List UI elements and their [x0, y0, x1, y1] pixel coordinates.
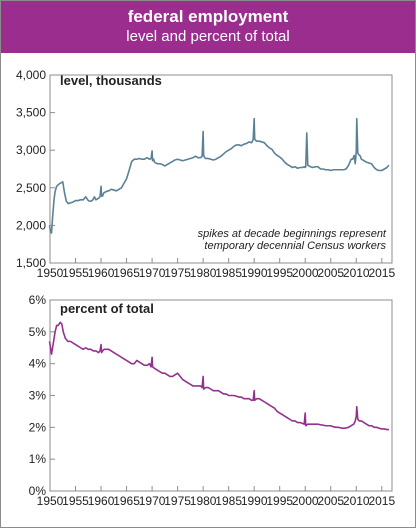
percent-xtick-label: 1955: [62, 494, 89, 508]
level-xtick-label: 2015: [368, 266, 395, 280]
level-chart-title: level, thousands: [60, 73, 162, 88]
level-plot-frame: [49, 74, 393, 264]
level-xtick-label: 1970: [139, 266, 166, 280]
level-ytick-label: 3,000: [16, 143, 46, 157]
level-ytick-label: 4,000: [16, 68, 46, 82]
level-ytick-label: 1,500: [16, 256, 46, 270]
level-xtick-label: 2010: [343, 266, 370, 280]
level-ytick-label: 2,500: [16, 181, 46, 195]
percent-plot-frame: [49, 299, 393, 492]
level-xtick-label: 1975: [164, 266, 191, 280]
percent-ytick-label: 6%: [29, 293, 47, 307]
percent-xtick-label: 1985: [215, 494, 242, 508]
percent-xtick-label: 1970: [139, 494, 166, 508]
percent-ytick-label: 4%: [29, 357, 47, 371]
percent-chart: 0%1%2%3%4%5%6% 1950195519601965197019751…: [29, 293, 396, 508]
percent-xtick-label: 1980: [190, 494, 217, 508]
percent-xtick-label: 1965: [113, 494, 140, 508]
percent-xtick-label: 1990: [241, 494, 268, 508]
level-xtick-label: 1965: [113, 266, 140, 280]
level-xtick-label: 1980: [190, 266, 217, 280]
percent-series-line: [48, 321, 389, 431]
percent-ytick-label: 1%: [29, 452, 47, 466]
level-ytick-label: 3,500: [16, 106, 46, 120]
percent-xtick-label: 1975: [164, 494, 191, 508]
header-title: federal employment: [127, 7, 289, 26]
level-series-line: [48, 117, 390, 234]
level-xtick-label: 1990: [241, 266, 268, 280]
level-ytick-label: 2,000: [16, 218, 46, 232]
percent-ytick-label: 0%: [29, 484, 47, 498]
level-xtick-label: 1960: [88, 266, 115, 280]
level-xtick-label: 1995: [266, 266, 293, 280]
percent-xtick-label: 2000: [292, 494, 319, 508]
percent-ytick-label: 2%: [29, 420, 47, 434]
level-xtick-label: 1955: [62, 266, 89, 280]
percent-xtick-label: 1995: [266, 494, 293, 508]
percent-xtick-label: 2010: [343, 494, 370, 508]
level-xtick-label: 1950: [37, 266, 64, 280]
annotation-line-1: spikes at decade beginnings represent: [198, 228, 387, 240]
annotation-line-2: temporary decennial Census workers: [204, 240, 386, 252]
percent-ytick-label: 3%: [29, 389, 47, 403]
header-banner: federal employment level and percent of …: [1, 1, 415, 53]
percent-xtick-label: 1950: [37, 494, 64, 508]
level-xtick-label: 1985: [215, 266, 242, 280]
percent-xtick-label: 2005: [317, 494, 344, 508]
level-xtick-label: 2000: [292, 266, 319, 280]
percent-ytick-label: 5%: [29, 325, 47, 339]
percent-xtick-label: 2015: [368, 494, 395, 508]
level-xtick-label: 2005: [317, 266, 344, 280]
percent-xtick-label: 1960: [88, 494, 115, 508]
header-subtitle: level and percent of total: [126, 28, 290, 45]
percent-chart-title: percent of total: [60, 301, 154, 316]
